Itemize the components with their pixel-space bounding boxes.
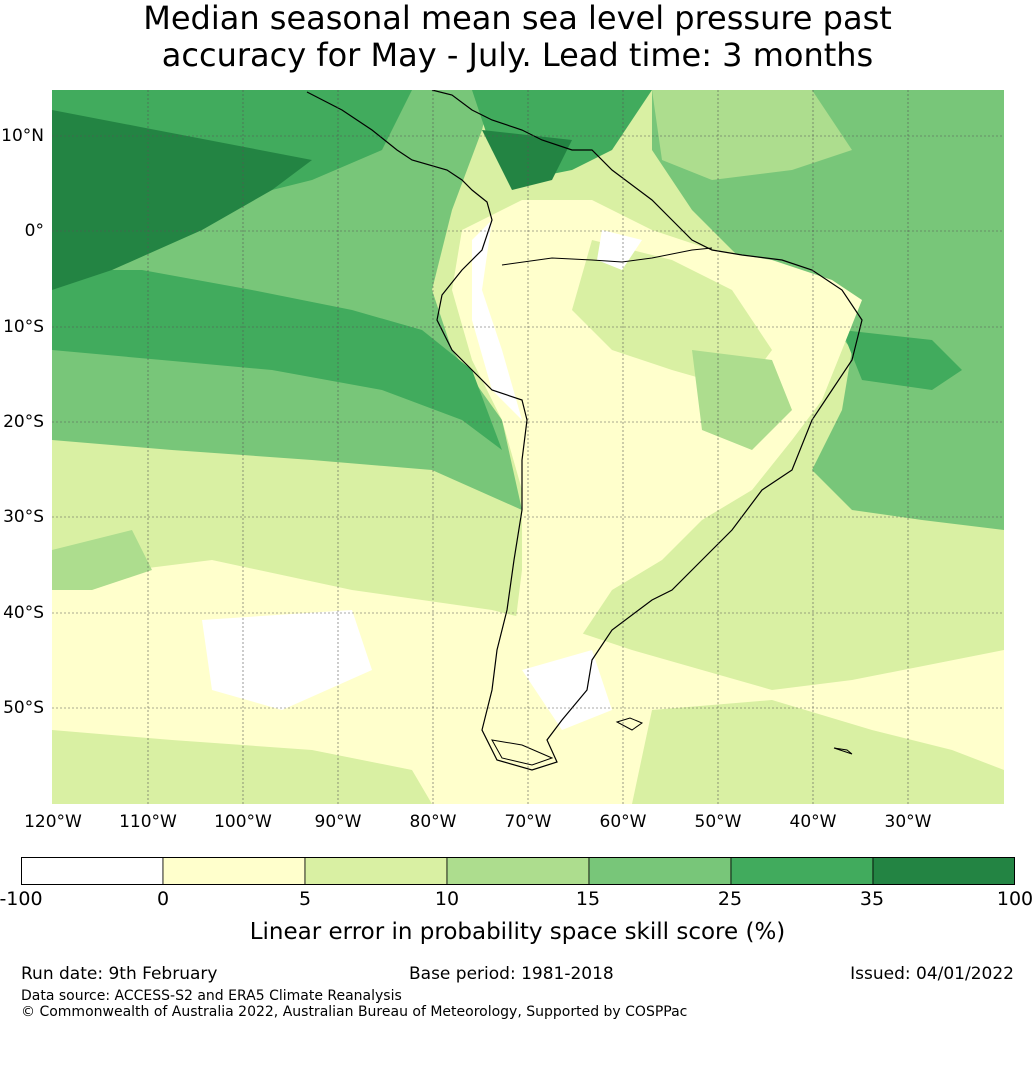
lon-label-50w: 50°W [694,812,742,832]
lat-label-40s: 40°S [3,603,44,623]
colorbar-tick-label: 5 [298,888,312,910]
title-line-2: accuracy for May - July. Lead time: 3 mo… [161,36,874,74]
lat-label-0: 0° [24,221,44,241]
colorbar-segment [730,857,874,885]
south-america-coastline [306,90,863,771]
skill-region-brazil-10-15 [692,350,792,450]
skill-region-pacific-25-35-b [52,270,502,450]
colorbar-tick-label: 15 [575,888,601,910]
lon-label-120w: 120°W [24,812,82,832]
colorbar-border [21,857,1015,885]
lon-label-70w: 70°W [504,812,552,832]
colorbar-segment [872,857,1015,885]
amazon-river-outline [501,247,713,266]
colorbar-segment [588,857,732,885]
run-date: Run date: 9th February [21,964,218,984]
skill-region-andes-negative [472,220,522,420]
data-source: Data source: ACCESS-S2 and ERA5 Climate … [21,988,402,1004]
skill-region-south-pacific-negative [202,610,372,710]
lat-label-10n: 10°N [1,126,44,146]
lon-label-30w: 30°W [884,812,932,832]
title-line-1: Median seasonal mean sea level pressure … [143,0,892,37]
lat-label-30s: 30°S [3,507,44,527]
colorbar [21,857,1015,885]
skill-region-southwest-5-10 [52,730,432,804]
skill-region-caribbean-35-100 [482,130,572,190]
lon-label-110w: 110°W [119,812,177,832]
skill-region-pacific-35-100 [52,110,312,290]
colorbar-tick-label: 25 [717,888,743,910]
colorbar-segment [304,857,448,885]
tierra-del-fuego-outline [491,739,554,766]
issued-date: Issued: 04/01/2022 [850,964,1014,984]
lat-label-10s: 10°S [3,317,44,337]
map-gridlines [52,90,1004,804]
skill-region-patagonia-negative [522,650,612,730]
skill-region-amazon-5-10 [572,240,772,390]
colorbar-segment [162,857,306,885]
lon-label-100w: 100°W [214,812,272,832]
south-georgia-outline [833,747,853,755]
colorbar-tick-label: -100 [0,888,43,910]
colorbar-tick-label: 35 [859,888,885,910]
falkland-islands-outline [615,717,644,731]
lat-label-20s: 20°S [3,412,44,432]
lon-label-60w: 60°W [599,812,647,832]
base-period: Base period: 1981-2018 [409,964,614,984]
lon-label-80w: 80°W [409,812,457,832]
copyright: © Commonwealth of Australia 2022, Austra… [21,1004,688,1020]
skill-region-west-10-15 [52,530,152,590]
colorbar-tick-label: 10 [434,888,460,910]
colorbar-label: Linear error in probability space skill … [249,919,786,945]
colorbar-segment [21,857,164,885]
lat-label-50s: 50°S [3,698,44,718]
skill-region-amazon-negative [597,230,642,270]
map-title: Median seasonal mean sea level pressure … [0,0,1035,74]
skill-region-southeast-5-10 [632,700,1004,804]
skill-score-map [52,90,1004,804]
colorbar-segment [446,857,590,885]
colorbar-tick-label: 100 [996,888,1034,910]
lon-label-90w: 90°W [314,812,362,832]
lon-label-40w: 40°W [789,812,837,832]
colorbar-tick-label: 0 [156,888,170,910]
skill-region-atlantic-25-35 [842,330,962,390]
skill-region-atlantic-10-15 [652,90,852,180]
